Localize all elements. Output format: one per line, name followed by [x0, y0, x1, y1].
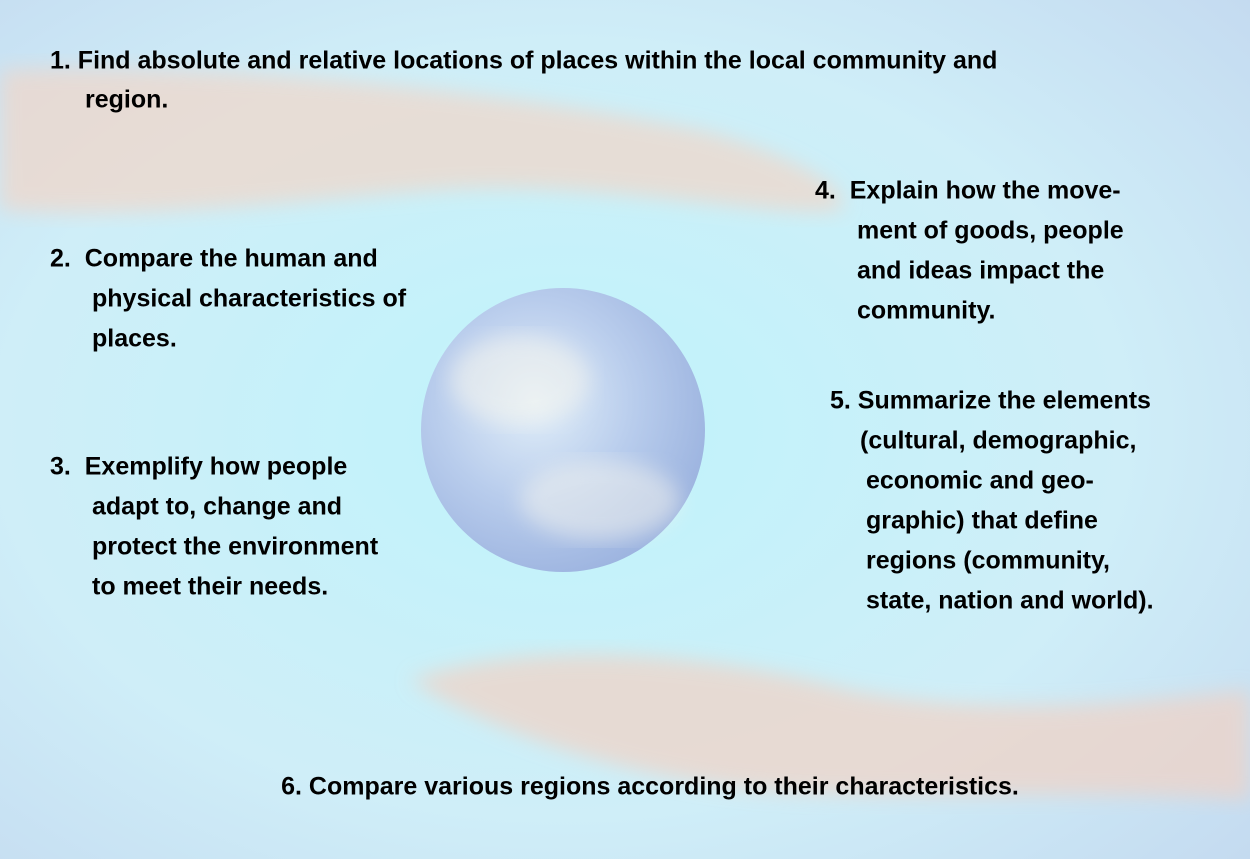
slide: 1. Find absolute and relative locations …: [0, 0, 1250, 859]
standard-text: graphic) that define: [866, 507, 1098, 535]
standard-text: (cultural, demographic,: [860, 427, 1136, 455]
standard-text: 6. Compare various regions according to …: [281, 773, 1019, 801]
standard-text: 5. Summarize the elements: [830, 387, 1151, 415]
globe-cloud: [520, 460, 680, 540]
standard-text: 2. Compare the human and: [50, 245, 378, 273]
globe-cloud: [450, 335, 590, 425]
standard-text: 3. Exemplify how people: [50, 453, 347, 481]
standard-text: ment of goods, people: [857, 217, 1124, 245]
standard-text: community.: [857, 297, 995, 325]
standard-text: physical characteristics of: [92, 285, 407, 313]
standard-text: protect the environment: [92, 533, 379, 561]
standard-text: 1. Find absolute and relative locations …: [50, 47, 997, 75]
standard-text: region.: [85, 86, 168, 114]
standard-text: and ideas impact the: [857, 257, 1104, 285]
standard-text: 4. Explain how the move-: [815, 177, 1121, 205]
standard-text: places.: [92, 325, 177, 353]
standard-text: regions (community,: [866, 547, 1110, 575]
standard-text: economic and geo-: [866, 467, 1094, 495]
standard-text: state, nation and world).: [866, 587, 1154, 615]
standard-text: to meet their needs.: [92, 573, 328, 601]
standard-text: adapt to, change and: [92, 493, 342, 521]
